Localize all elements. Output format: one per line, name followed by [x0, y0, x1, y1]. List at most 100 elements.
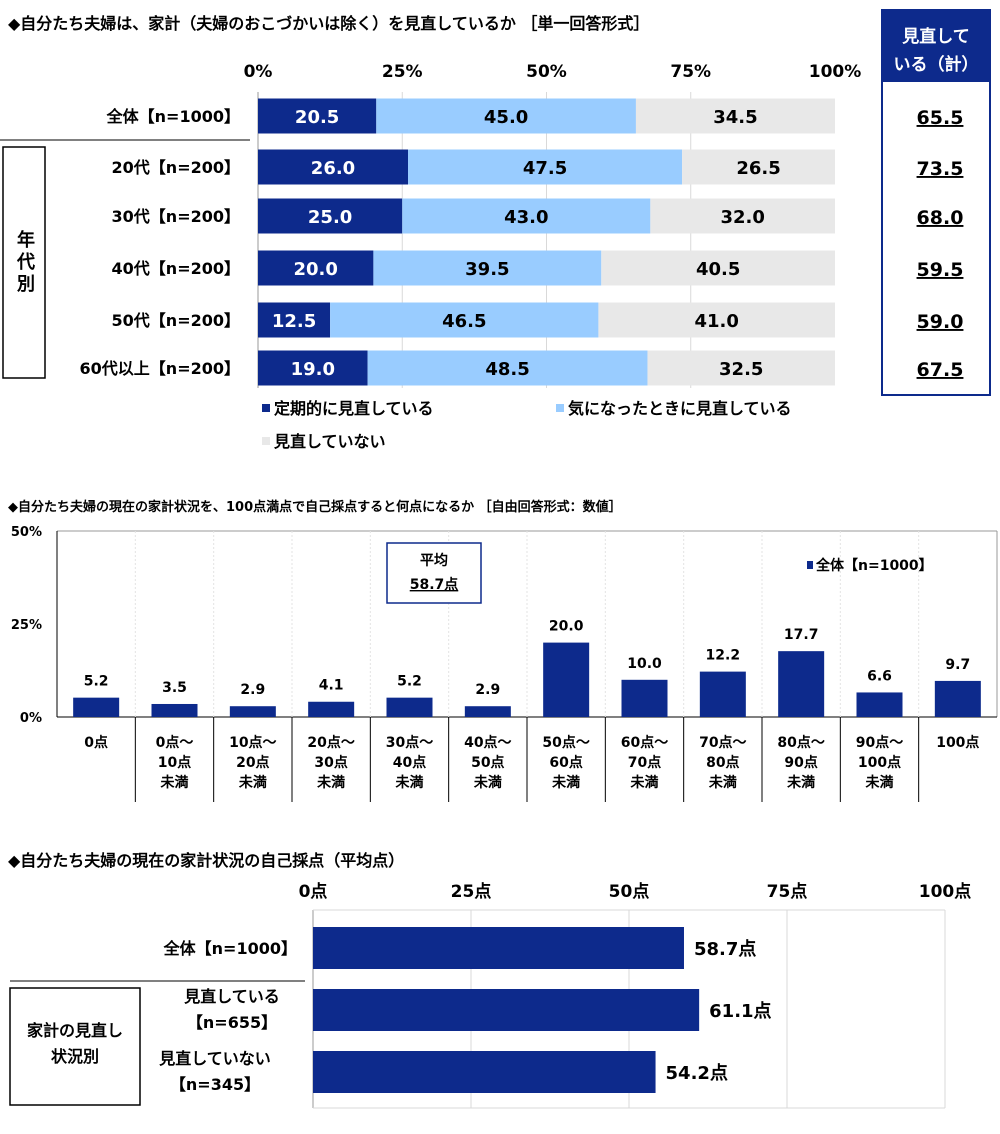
chart2-average-value: 58.7点	[410, 576, 459, 593]
chart3-x-tick: 25点	[451, 881, 492, 902]
chart1-group-label-box: 年代別	[3, 147, 45, 378]
chart1-title: ◆自分たち夫婦は、家計（夫婦のおこづかいは除く）を見直しているか ［単一回答形式…	[8, 14, 650, 33]
chart3-category-label: 見直している	[183, 987, 280, 1006]
chart3-bar	[313, 927, 684, 969]
chart2-category-label: 10点	[158, 754, 191, 771]
chart2-data-label: 17.7	[784, 627, 819, 643]
chart2-category-label: 未満	[552, 774, 580, 791]
chart1-data-label: 48.5	[485, 359, 529, 380]
chart3-category-label: 全体【n=1000】	[163, 939, 297, 958]
chart3-category-label: 見直していない	[158, 1049, 271, 1068]
chart2-bar	[386, 697, 433, 717]
chart1-data-label: 46.5	[442, 311, 486, 332]
chart1-data-label: 26.0	[311, 158, 355, 179]
chart2-category-label: 100点	[936, 734, 979, 751]
chart3-x-tick: 75点	[767, 881, 808, 902]
chart2-category-label: 50点～	[542, 734, 589, 751]
chart1-data-label: 41.0	[695, 311, 739, 332]
chart1-category-label: 60代以上【n=200】	[80, 359, 240, 378]
chart2-category-label: 0点～	[156, 734, 194, 751]
chart1-x-tick: 75%	[670, 62, 711, 82]
chart2-legend-label: 全体【n=1000】	[815, 557, 933, 574]
chart2-bar	[229, 706, 276, 717]
chart1-legend-swatch	[556, 404, 564, 412]
chart1-data-label: 20.5	[295, 107, 339, 128]
chart1-total-value: 67.5	[917, 359, 964, 381]
chart2-data-label: 2.9	[475, 682, 500, 698]
chart2-category-label: 90点	[784, 754, 817, 771]
chart1-bar-segment	[635, 98, 835, 134]
chart2-data-label: 2.9	[240, 682, 265, 698]
chart2-average-box	[386, 542, 482, 604]
chart1-total-value: 65.5	[917, 107, 964, 129]
chart1-legend-swatch	[262, 437, 270, 445]
chart1-bar-segment	[601, 250, 835, 286]
chart1-data-label: 19.0	[291, 359, 335, 380]
chart2-y-tick: 25%	[11, 618, 42, 633]
chart1-total-value: 68.0	[917, 207, 964, 229]
chart1-bar-segment	[376, 98, 636, 134]
chart1-category-label: 20代【n=200】	[112, 158, 240, 177]
chart1-bar-segment	[647, 350, 835, 386]
chart2-bar	[778, 651, 825, 717]
chart1-total-header: いる（計）	[894, 54, 979, 75]
chart1-x-tick: 50%	[526, 62, 567, 82]
chart1-x-tick: 100%	[809, 62, 862, 82]
chart2-bar	[856, 692, 903, 717]
chart2-y-tick: 50%	[11, 525, 42, 540]
chart1-data-label: 26.5	[736, 158, 780, 179]
chart2-y-tick: 0%	[20, 711, 42, 726]
chart2-data-label: 4.1	[319, 678, 344, 694]
chart1-legend-swatch	[262, 404, 270, 412]
chart1-bar-segment	[682, 149, 835, 185]
chart1-bar-segment	[598, 302, 835, 338]
chart1-data-label: 32.0	[720, 207, 764, 228]
chart2-bar	[151, 703, 198, 717]
chart2-data-label: 3.5	[162, 680, 187, 696]
chart1-category-label: 50代【n=200】	[112, 311, 240, 330]
chart1-bar-segment	[330, 302, 599, 338]
chart1-bar-segment	[408, 149, 683, 185]
chart3-bar	[313, 989, 700, 1031]
chart2-data-label: 9.7	[945, 657, 970, 673]
chart2-category-label: 20点～	[307, 734, 354, 751]
chart1-category-label: 全体【n=1000】	[106, 107, 240, 126]
chart2-bar	[621, 679, 668, 717]
chart1-legend-label: 見直していない	[273, 432, 386, 451]
chart2-category-label: 10点～	[229, 734, 276, 751]
chart1-category-label: 40代【n=200】	[112, 259, 240, 278]
chart1-data-label: 34.5	[713, 107, 757, 128]
chart2-bar	[308, 701, 355, 717]
chart2-category-label: 50点	[471, 754, 504, 771]
chart1-data-label: 32.5	[719, 359, 763, 380]
chart2-bar	[543, 642, 590, 717]
chart1-category-label: 30代【n=200】	[112, 207, 240, 226]
chart3-x-tick: 0点	[299, 881, 328, 902]
chart3-category-label: 【n=345】	[170, 1075, 260, 1094]
chart2-category-label: 未満	[631, 774, 659, 791]
chart2-data-label: 12.2	[706, 648, 741, 664]
chart1-total-header-bg	[882, 10, 990, 82]
chart1-data-label: 12.5	[272, 311, 316, 332]
chart3-data-label: 61.1点	[709, 1000, 771, 1022]
chart2-data-label: 5.2	[84, 674, 109, 690]
chart1-bar-segment	[650, 198, 835, 234]
chart1-x-tick: 0%	[244, 62, 273, 82]
chart1-data-label: 45.0	[484, 107, 528, 128]
chart2-category-label: 20点	[236, 754, 269, 771]
chart2-bar	[73, 697, 120, 717]
chart2-category-label: 未満	[787, 774, 815, 791]
chart1-bar-segment	[373, 250, 602, 286]
chart2-category-label: 60点～	[621, 734, 668, 751]
chart1-bar-segment	[258, 250, 374, 286]
chart1-data-label: 40.5	[696, 259, 740, 280]
chart2-legend-swatch	[807, 561, 813, 569]
chart2-category-label: 未満	[161, 774, 189, 791]
chart1-data-label: 25.0	[308, 207, 352, 228]
chart1-bar-segment	[258, 302, 331, 338]
chart3-x-tick: 100点	[919, 881, 972, 902]
chart3-data-label: 58.7点	[694, 938, 756, 960]
chart1-bar-segment	[258, 98, 377, 134]
chart1-x-tick: 25%	[382, 62, 423, 82]
